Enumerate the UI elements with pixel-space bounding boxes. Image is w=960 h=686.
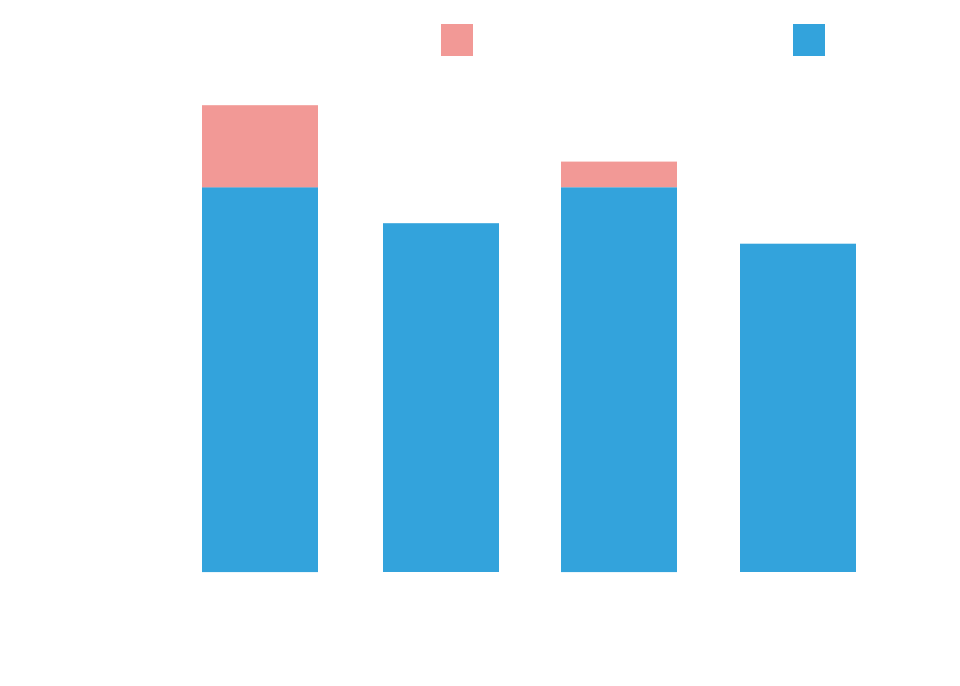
bars: [202, 105, 856, 573]
bar-segment-series-2-category-3: [561, 161, 677, 188]
bar-segment-series-1-category-3: [561, 187, 677, 573]
legend-swatch-series-1: [793, 24, 825, 56]
legend: [441, 24, 825, 56]
bar-segment-series-2-category-1: [202, 105, 318, 188]
legend-swatch-series-2: [441, 24, 473, 56]
bar-segment-series-1-category-4: [740, 243, 856, 572]
bar-segment-series-1-category-1: [202, 187, 318, 573]
bar-segment-series-1-category-2: [383, 223, 499, 572]
